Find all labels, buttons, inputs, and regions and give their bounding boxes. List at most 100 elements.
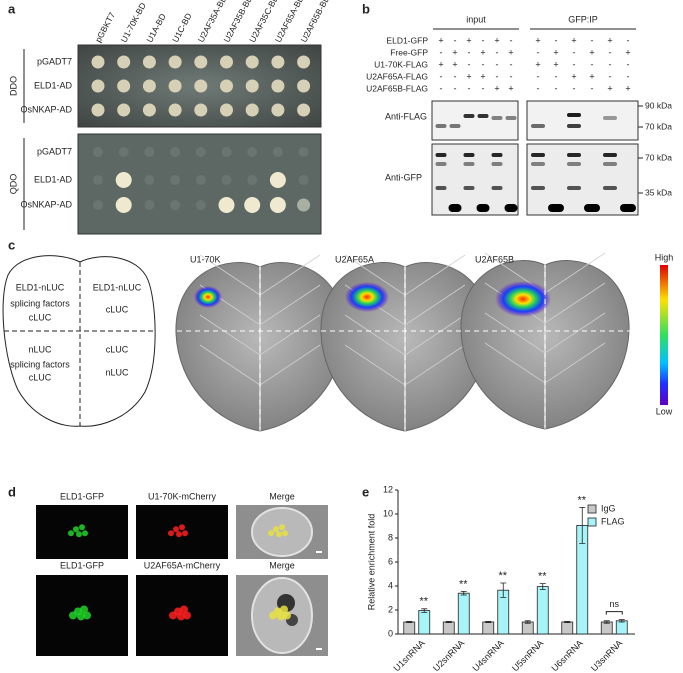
lane-sign: - xyxy=(609,59,612,69)
band xyxy=(491,162,503,166)
colony xyxy=(144,200,155,210)
panel-label: e xyxy=(362,484,369,499)
colony xyxy=(144,147,155,157)
band xyxy=(449,124,461,128)
y-tick-label: 10 xyxy=(383,508,393,518)
colony xyxy=(221,175,232,185)
lane-sign: - xyxy=(555,83,558,93)
colony xyxy=(271,103,285,117)
image-header: ELD1-GFP xyxy=(60,560,104,570)
x-tick-label: U1snRNA xyxy=(391,638,426,673)
lane-sign: - xyxy=(496,71,499,81)
fluorescence xyxy=(68,530,74,537)
marker-label: 90 kDa xyxy=(645,100,672,110)
row-label: U1-70K-FLAG xyxy=(374,59,428,69)
column-header: U1C-BD xyxy=(170,11,194,44)
vein xyxy=(544,312,606,354)
schematic-label: nLUC xyxy=(105,367,129,377)
error-bar xyxy=(603,620,610,624)
band xyxy=(548,204,564,212)
lane-sign: - xyxy=(627,59,630,69)
legend-label: FLAG xyxy=(601,516,625,526)
error-bar xyxy=(406,621,413,623)
row-label: ELD1-GFP xyxy=(386,35,428,45)
x-tick-label: U4snRNA xyxy=(470,638,505,673)
band xyxy=(504,204,518,212)
error-bar xyxy=(485,621,492,623)
lane-sign: - xyxy=(510,59,513,69)
fluorescence xyxy=(176,531,182,538)
vein xyxy=(484,342,546,384)
lane-sign: - xyxy=(573,83,576,93)
lane-sign: - xyxy=(510,71,513,81)
colony xyxy=(221,147,232,157)
lane-sign: + xyxy=(553,47,558,57)
significance: ** xyxy=(538,571,547,583)
band xyxy=(435,186,447,190)
colony xyxy=(170,147,181,157)
lane-sign: - xyxy=(537,83,540,93)
colony xyxy=(118,147,129,157)
colony xyxy=(245,79,259,93)
lane-sign: + xyxy=(508,47,513,57)
lane-sign: - xyxy=(454,83,457,93)
fluorescence xyxy=(273,526,279,533)
schematic-label: cLUC xyxy=(106,344,129,354)
vein xyxy=(259,314,321,356)
colony xyxy=(93,175,103,185)
lane-sign: + xyxy=(607,35,612,45)
panel-label: a xyxy=(8,1,16,16)
colony xyxy=(195,175,206,185)
schematic-label: ELD1-nLUC xyxy=(93,282,142,292)
fluorescence xyxy=(180,605,188,614)
schematic-label: cLUC xyxy=(29,312,52,322)
lane-sign: - xyxy=(573,59,576,69)
lane-sign: - xyxy=(482,59,485,69)
significance: ns xyxy=(609,599,619,609)
colorbar xyxy=(660,265,668,405)
colony xyxy=(194,55,208,69)
lane-sign: + xyxy=(438,35,443,45)
vein xyxy=(199,254,261,296)
row-label: ELD1-AD xyxy=(34,80,73,90)
colony xyxy=(91,55,105,69)
colony xyxy=(218,197,235,213)
y-tick-label: 8 xyxy=(388,532,393,542)
x-tick-label: U3snRNA xyxy=(589,638,624,673)
lane-sign: + xyxy=(494,35,499,45)
lane-sign: - xyxy=(591,59,594,69)
colony xyxy=(115,172,132,188)
colony xyxy=(247,175,258,185)
schematic-label: ELD1-nLUC xyxy=(16,282,65,292)
vein xyxy=(544,342,606,384)
colony xyxy=(142,55,156,69)
band xyxy=(463,186,475,190)
bar xyxy=(442,621,455,635)
colony xyxy=(144,175,155,185)
bar xyxy=(600,621,613,635)
y-tick-label: 0 xyxy=(388,628,393,638)
bar xyxy=(418,610,431,635)
lane-sign: - xyxy=(468,83,471,93)
lane-sign: + xyxy=(494,83,499,93)
lane-sign: + xyxy=(625,47,630,57)
fluorescence xyxy=(82,530,88,537)
vein xyxy=(344,254,406,296)
fluorescence xyxy=(268,530,274,537)
leaf-title: U2AF65B xyxy=(475,254,514,264)
colony xyxy=(297,198,311,212)
scale-bar xyxy=(316,648,322,650)
x-tick-label: U5snRNA xyxy=(510,638,545,673)
leaf-title: U1-70K xyxy=(190,254,221,264)
colony xyxy=(195,147,206,157)
lane-sign: - xyxy=(591,35,594,45)
bar xyxy=(536,586,549,635)
lane-sign: - xyxy=(482,83,485,93)
legend-swatch xyxy=(587,504,597,514)
lane-sign: + xyxy=(553,59,558,69)
image-header: ELD1-GFP xyxy=(60,491,104,501)
y-tick-label: 6 xyxy=(388,556,393,566)
image-header: U2AF65A-mCherry xyxy=(144,560,221,570)
leaf-title: U2AF65A xyxy=(335,254,374,264)
